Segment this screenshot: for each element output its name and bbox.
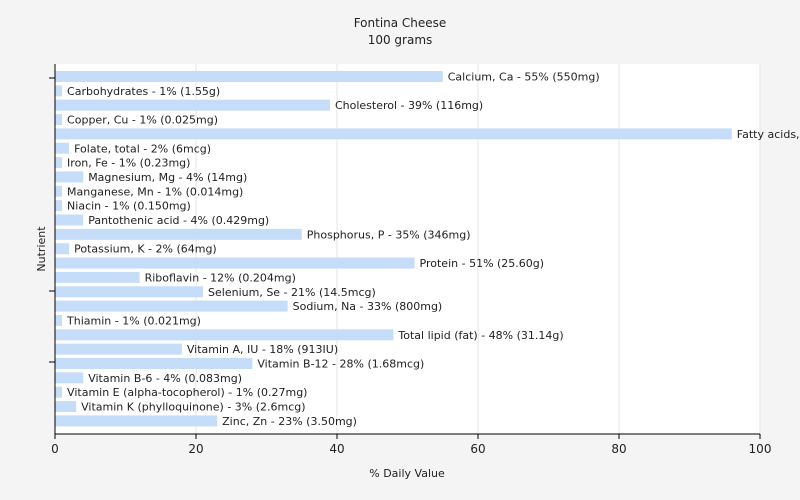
bar-10: [55, 214, 84, 226]
bar-label-13: Protein - 51% (25.60g): [420, 257, 545, 270]
bar-20: [55, 358, 253, 369]
bar-18: [55, 329, 394, 341]
x-axis-title: % Daily Value: [369, 467, 445, 480]
x-tick-label-60: 60: [470, 442, 485, 456]
bar-4: [55, 128, 732, 140]
bar-9: [55, 200, 63, 212]
bar-label-24: Zinc, Zn - 23% (3.50mg): [222, 415, 357, 428]
bar-label-7: Magnesium, Mg - 4% (14mg): [88, 171, 247, 184]
bar-label-18: Total lipid (fat) - 48% (31.14g): [397, 329, 563, 342]
bar-label-12: Potassium, K - 2% (64mg): [74, 243, 217, 256]
bar-23: [55, 401, 77, 413]
bar-label-22: Vitamin E (alpha-tocopherol) - 1% (0.27m…: [67, 386, 307, 399]
bar-label-16: Sodium, Na - 33% (800mg): [293, 300, 443, 313]
bar-19: [55, 343, 182, 355]
bar-12: [55, 243, 70, 255]
bar-label-17: Thiamin - 1% (0.021mg): [66, 314, 201, 327]
chart-subtitle: 100 grams: [368, 33, 433, 47]
bar-22: [55, 386, 63, 398]
x-tick-label-40: 40: [329, 442, 344, 456]
bar-2: [55, 99, 330, 111]
bar-3: [55, 114, 63, 126]
bar-label-6: Iron, Fe - 1% (0.23mg): [67, 157, 190, 170]
chart-title: Fontina Cheese: [354, 16, 447, 30]
bar-label-2: Cholesterol - 39% (116mg): [335, 99, 483, 112]
bar-24: [55, 415, 218, 427]
bar-labels: Calcium, Ca - 55% (550mg) Carbohydrates -…: [66, 71, 800, 428]
bar-label-4: Fatty acids, total saturated - 96% (19.1…: [737, 128, 800, 141]
bar-label-19: Vitamin A, IU - 18% (913IU): [187, 343, 338, 356]
x-tick-label-80: 80: [611, 442, 626, 456]
bar-13: [55, 257, 415, 269]
grid-lines: [195, 64, 761, 434]
plot-area: [55, 64, 760, 434]
y-axis-title: Nutrient: [35, 226, 48, 272]
bar-label-21: Vitamin B-6 - 4% (0.083mg): [88, 372, 242, 385]
axes: 0 20 40 60 80 100: [49, 64, 771, 456]
bar-label-1: Carbohydrates - 1% (1.55g): [67, 85, 220, 98]
bar-label-15: Selenium, Se - 21% (14.5mcg): [208, 286, 376, 299]
bar-label-10: Pantothenic acid - 4% (0.429mg): [88, 214, 269, 227]
bar-label-11: Phosphorus, P - 35% (346mg): [307, 228, 471, 241]
x-tick-label-20: 20: [188, 442, 203, 456]
bars: [55, 71, 732, 427]
bar-17: [55, 314, 63, 326]
bar-8: [55, 185, 63, 197]
bar-label-5: Folate, total - 2% (6mcg): [74, 142, 211, 155]
x-tick-label-100: 100: [749, 442, 772, 456]
x-tick-label-0: 0: [51, 442, 59, 456]
bar-16: [55, 300, 288, 312]
bar-label-3: Copper, Cu - 1% (0.025mg): [67, 114, 218, 127]
bar-14: [55, 271, 140, 283]
bar-label-23: Vitamin K (phylloquinone) - 3% (2.6mcg): [81, 401, 305, 414]
bar-label-14: Riboflavin - 12% (0.204mg): [145, 271, 296, 284]
bar-label-8: Manganese, Mn - 1% (0.014mg): [67, 185, 243, 198]
bar-label-9: Niacin - 1% (0.150mg): [67, 200, 191, 213]
bar-label-20: Vitamin B-12 - 28% (1.68mcg): [257, 358, 424, 371]
bar-label-0: Calcium, Ca - 55% (550mg): [448, 71, 600, 84]
bar-15: [55, 286, 204, 298]
bar-5: [55, 142, 70, 154]
bar-0: [55, 71, 443, 82]
bar-21: [55, 372, 84, 384]
bar-11: [55, 228, 302, 240]
bar-1: [55, 85, 63, 97]
bar-6: [55, 157, 63, 169]
bar-7: [55, 171, 84, 183]
